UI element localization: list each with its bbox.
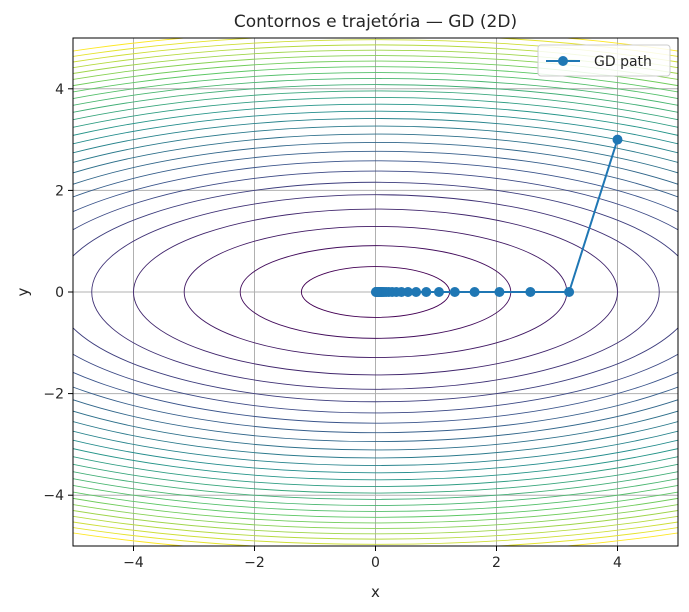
contour-line (73, 60, 678, 524)
gd-path-point (564, 287, 575, 297)
y-tick-label: 0 (55, 285, 64, 301)
legend: GD path (537, 44, 671, 77)
contour-line (73, 66, 678, 518)
legend-box (537, 44, 671, 77)
gd-path-point (449, 287, 460, 297)
contour-lines (73, 38, 678, 546)
contour-line (133, 208, 618, 376)
y-tick-label: −4 (43, 488, 64, 504)
gd-path-point (469, 287, 480, 297)
contour-line (73, 142, 678, 442)
gd-path-point (494, 287, 505, 297)
contour-line (73, 78, 678, 506)
contour-line (73, 125, 678, 459)
x-tick-label: 4 (613, 555, 622, 571)
contour-line (73, 150, 678, 434)
contour-line (73, 97, 678, 487)
axis-ticks: −4 −2 0 2 4 −4 −2 0 2 4 (43, 82, 622, 571)
gd-path-point (370, 287, 381, 297)
contour-line (73, 39, 678, 545)
y-tick-label: 4 (55, 82, 64, 98)
x-axis-label: x (371, 583, 380, 601)
y-tick-label: −2 (43, 387, 64, 403)
contour-line (73, 110, 678, 474)
gd-path-point (421, 287, 432, 297)
gd-path-point (433, 287, 444, 297)
x-tick-label: 2 (492, 555, 501, 571)
contour-line (73, 44, 678, 540)
legend-label: GD path (594, 54, 652, 70)
contour-line (73, 133, 678, 451)
contour-line (73, 181, 678, 403)
gd-path-point (411, 287, 422, 297)
x-tick-label: −2 (244, 555, 265, 571)
y-axis-label: y (14, 287, 32, 296)
contour-line (73, 90, 678, 494)
contour-line (73, 118, 678, 466)
x-tick-label: 0 (371, 555, 380, 571)
y-tick-label: 2 (55, 183, 64, 199)
contour-line (73, 160, 678, 424)
x-tick-label: −4 (123, 555, 144, 571)
contour-line (91, 194, 660, 390)
chart-title: Contornos e trajetória — GD (2D) (234, 12, 517, 32)
contour-line (73, 55, 678, 529)
contour-line (73, 103, 678, 481)
contour-line (73, 170, 678, 414)
gd-path-point (525, 287, 536, 297)
legend-marker (558, 56, 568, 66)
contour-line (73, 49, 678, 535)
gd-path-point (612, 134, 623, 145)
contour-line (73, 84, 678, 500)
gd-path (370, 134, 623, 297)
contour-line (73, 72, 678, 512)
